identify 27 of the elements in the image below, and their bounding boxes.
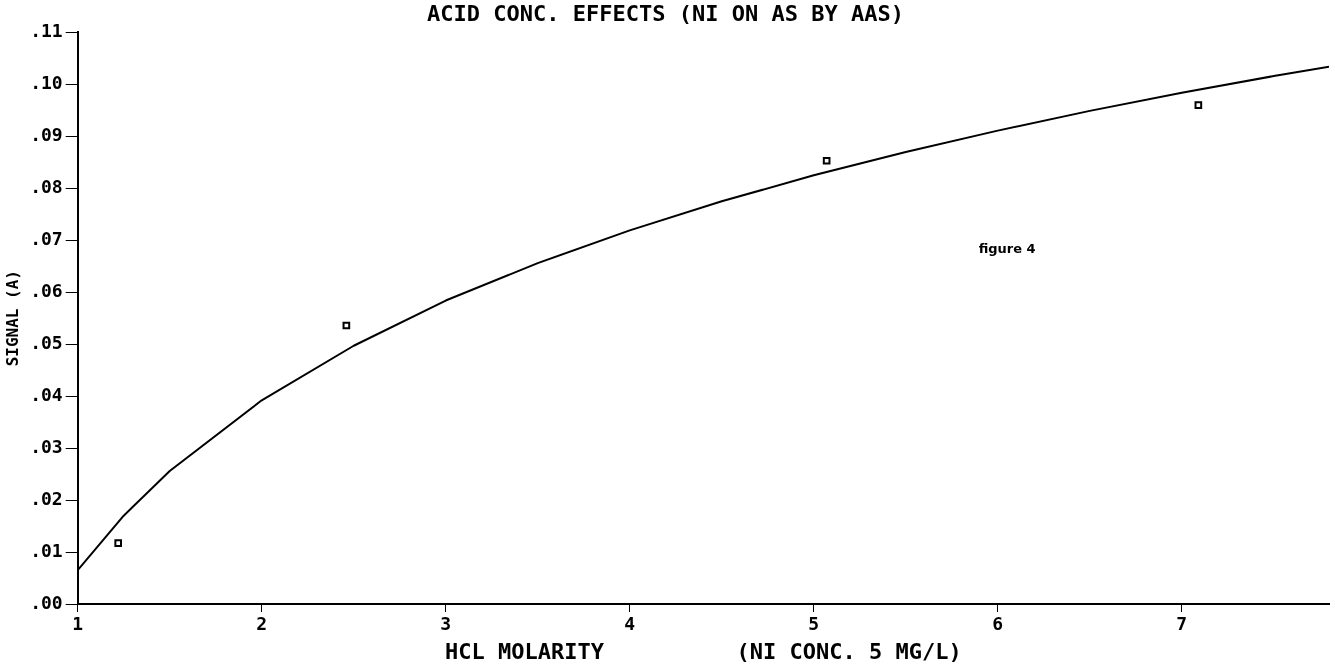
y-tick-label: .03: [30, 435, 63, 457]
x-tick-label: 5: [808, 613, 820, 635]
y-tick-label: .09: [30, 124, 63, 145]
y-tick-label: .00: [30, 591, 63, 613]
point: [822, 156, 831, 165]
y-tick-label: .10: [30, 72, 63, 94]
y-tick-label: .06: [30, 279, 63, 301]
x-tick-label: 3: [440, 613, 452, 635]
y-tick-label: .04: [30, 383, 63, 405]
y-tick-label: .01: [30, 539, 63, 561]
y-tick-label: .08: [30, 175, 63, 197]
y-axis-title: SIGNAL (A): [2, 270, 22, 367]
x-tick-label: 6: [992, 613, 1004, 635]
x-tick-label: 4: [624, 613, 636, 635]
x-tick-label: 7: [1176, 613, 1188, 635]
point: [342, 321, 351, 330]
x-axis-title: HCL MOLARITY (NI CONC. 5 MG/L): [445, 638, 962, 664]
x-tick-label: 1: [72, 613, 84, 635]
x-tick-label: 2: [256, 613, 268, 635]
annotation: figure 4: [978, 240, 1036, 256]
y-tick-label: .05: [30, 331, 63, 353]
point: [114, 539, 123, 548]
y-tick-label: .11: [30, 20, 63, 42]
y-tick-label: .07: [30, 227, 63, 249]
point: [1194, 101, 1203, 109]
y-tick-label: .02: [30, 487, 63, 509]
chart-title: ACID CONC. EFFECTS (NI ON AS BY AAS): [427, 0, 904, 26]
